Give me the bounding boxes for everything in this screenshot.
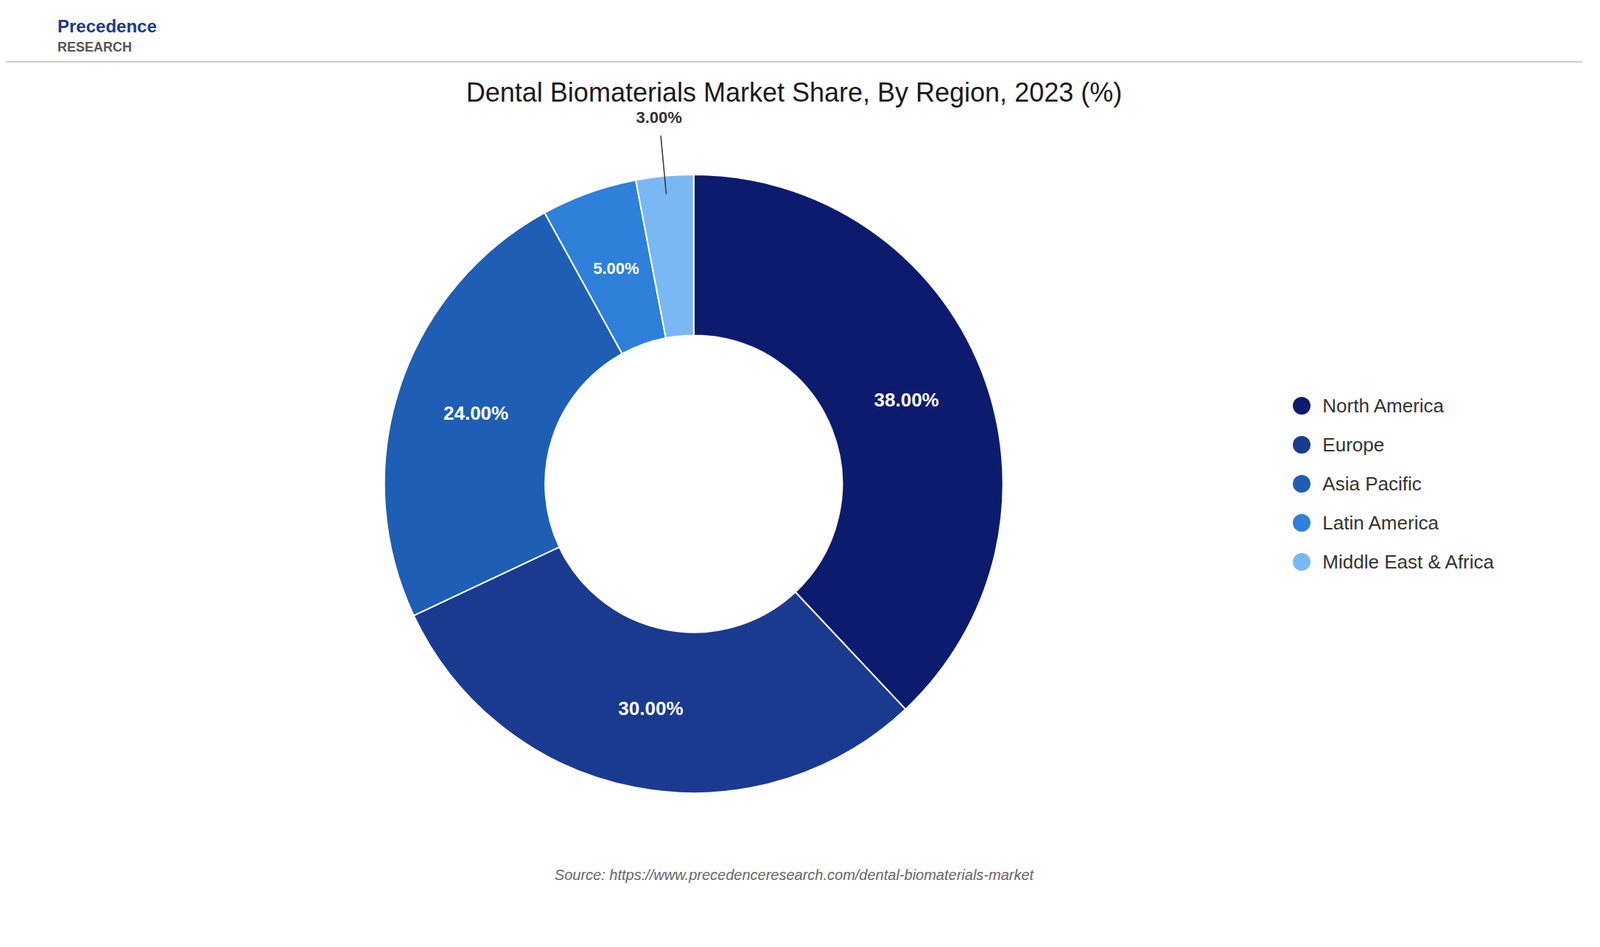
svg-text:30.00%: 30.00% [618, 697, 683, 720]
html-text:Europe: Europe [1322, 433, 1385, 456]
html-text:North America: North America [1322, 394, 1444, 417]
html-text:Precedence: Precedence [57, 16, 157, 37]
html-text:RESEARCH: RESEARCH [57, 39, 132, 55]
html-text:Latin America: Latin America [1322, 511, 1439, 534]
svg-text:24.00%: 24.00% [443, 402, 509, 425]
svg-text:5.00%: 5.00% [593, 259, 639, 278]
html-text:Middle East & Africa: Middle East & Africa [1322, 550, 1494, 573]
html-text:Asia Pacific: Asia Pacific [1322, 472, 1422, 495]
html-text:Source: https://www.precedence: Source: https://www.precedenceresearch.c… [554, 867, 1034, 884]
html-text:Dental Biomaterials Market Sha: Dental Biomaterials Market Share, By Reg… [466, 77, 1123, 108]
svg-text:38.00%: 38.00% [874, 388, 940, 412]
svg-text:3.00%: 3.00% [635, 108, 682, 127]
